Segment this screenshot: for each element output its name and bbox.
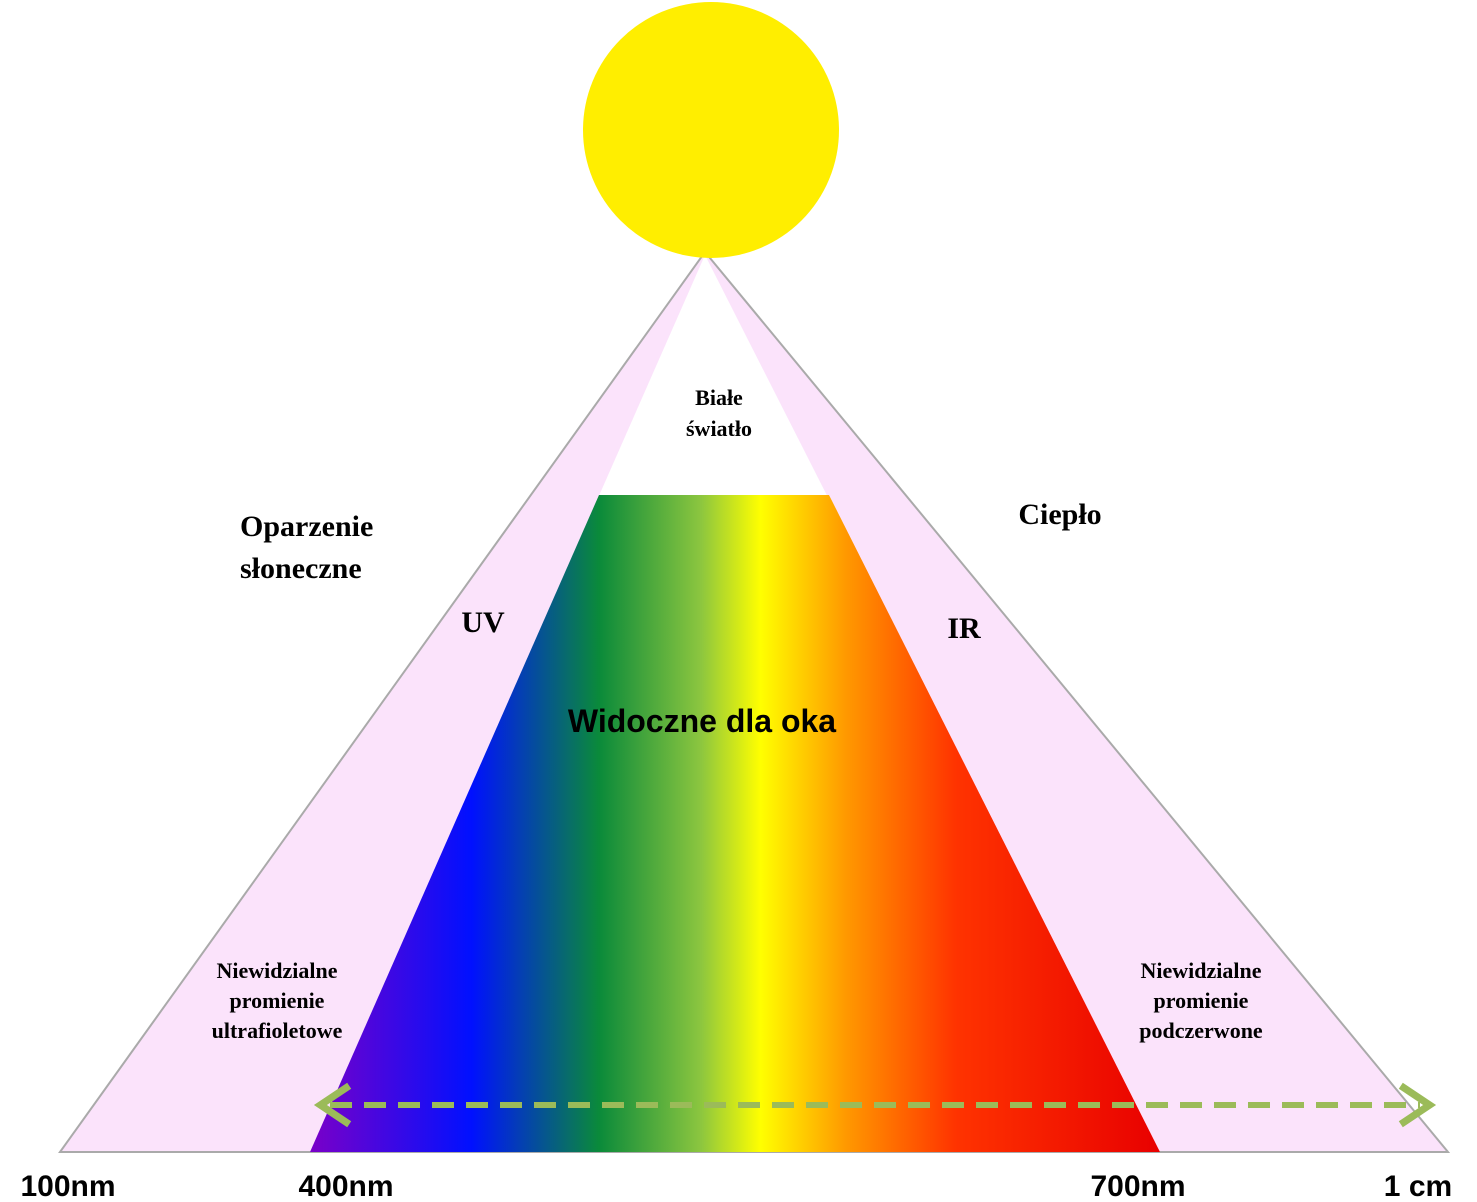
uv-label: UV: [461, 606, 505, 639]
ir-description: Niewidzialne: [1141, 958, 1262, 983]
ir-description: promienie: [1154, 988, 1249, 1013]
uv-effect: słoneczne: [240, 552, 362, 585]
scale-label: 400nm: [298, 1170, 393, 1202]
source-label: światło: [686, 416, 752, 441]
visible-label: Widoczne dla oka: [568, 703, 836, 739]
scale-label: 700nm: [1090, 1170, 1185, 1202]
spectrum-diagram: Białe światło Oparzenie słoneczne Ciepło UV IR…: [0, 0, 1477, 1202]
ir-label: IR: [947, 612, 981, 645]
uv-description: promienie: [230, 988, 325, 1013]
ir-effect: Ciepło: [1018, 498, 1101, 531]
uv-effect: Oparzenie: [240, 510, 373, 543]
scale-label: 1 cm: [1384, 1170, 1452, 1202]
uv-description: ultrafioletowe: [212, 1018, 343, 1043]
scale-label: 100nm: [20, 1170, 115, 1202]
ir-description: podczerwone: [1139, 1018, 1263, 1043]
sun: [583, 2, 839, 258]
uv-description: Niewidzialne: [217, 958, 338, 983]
source-label: Białe: [695, 385, 743, 410]
